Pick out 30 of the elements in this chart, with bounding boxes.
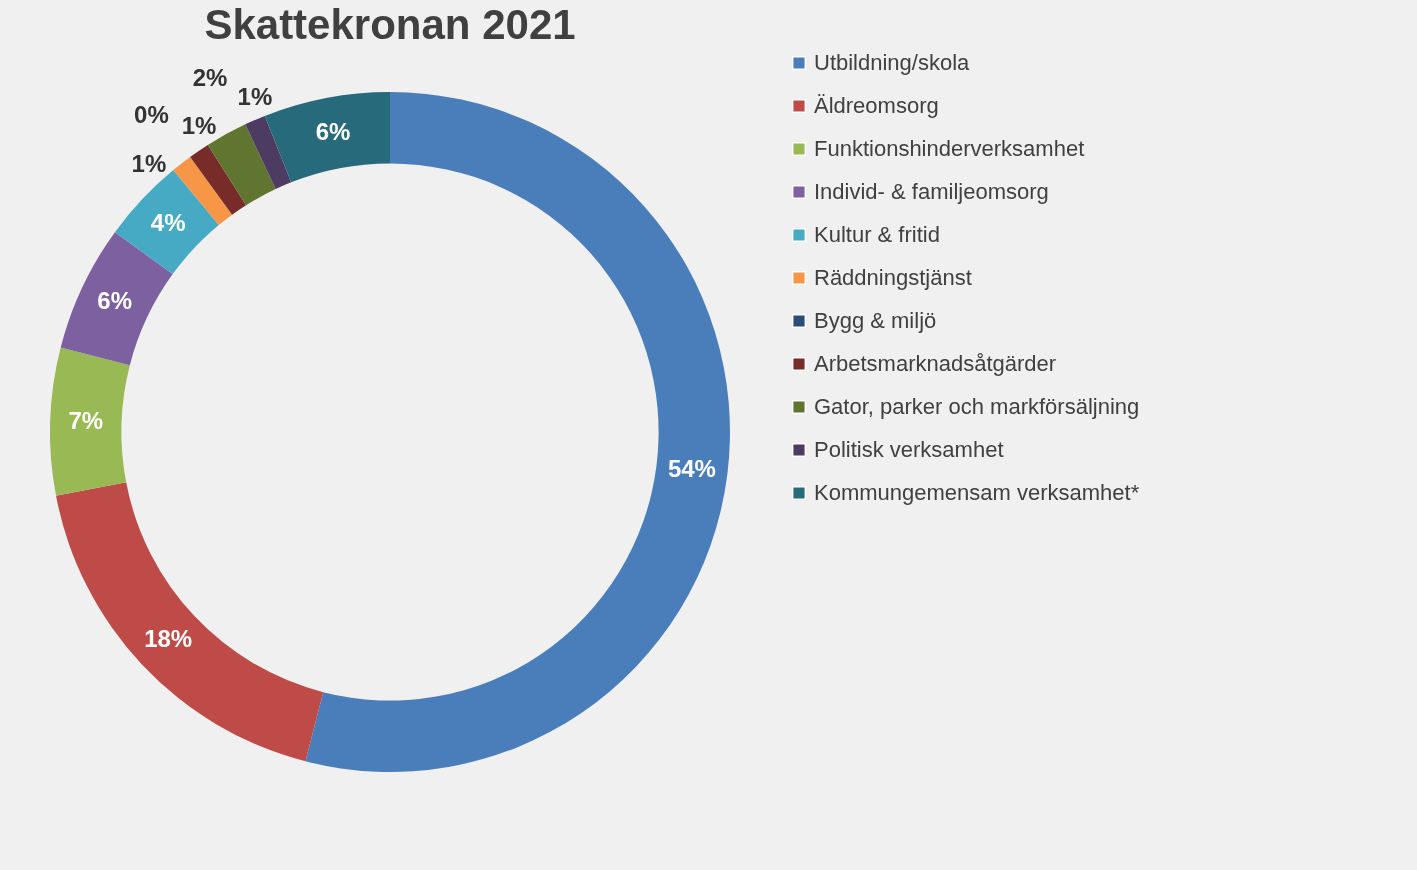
chart-title: Skattekronan 2021 (204, 1, 576, 48)
legend-label: Gator, parker och markförsäljning (814, 394, 1140, 419)
data-label: 1% (181, 111, 217, 139)
legend-label: Äldreomsorg (814, 93, 939, 118)
data-label: 18% (144, 625, 193, 653)
donut-slice (60, 232, 173, 366)
text: 0% (134, 100, 169, 128)
legend-label: Politisk verksamhet (814, 437, 1004, 462)
data-label: 6% (315, 118, 351, 146)
data-label: 7% (68, 407, 104, 435)
legend-label: Funktionshinderverksamhet (814, 136, 1085, 161)
legend-label: Individ- & familjeomsorg (814, 179, 1049, 204)
donut-slice (50, 347, 130, 496)
donut-slice (190, 144, 247, 215)
legend-label: Kommungemensam verksamhet* (814, 480, 1140, 505)
donut-slice (56, 482, 324, 762)
donut-slice (305, 92, 730, 772)
data-label: 1% (131, 149, 167, 177)
donut-slice (114, 170, 219, 275)
legend-label: Bygg & miljö (814, 308, 937, 333)
legend-label: Kultur & fritid (814, 222, 940, 247)
data-label: 4% (150, 208, 186, 236)
legend-label: Utbildning/skola (814, 50, 971, 75)
legend-label: Arbetsmarknadsåtgärder (814, 351, 1057, 376)
data-label: 54% (667, 455, 716, 483)
data-label: 6% (97, 287, 132, 315)
legend-label: Räddningstjänst (814, 265, 972, 290)
data-label: 2% (192, 64, 228, 92)
donut-slice (245, 115, 292, 189)
data-label: 1% (237, 83, 273, 111)
